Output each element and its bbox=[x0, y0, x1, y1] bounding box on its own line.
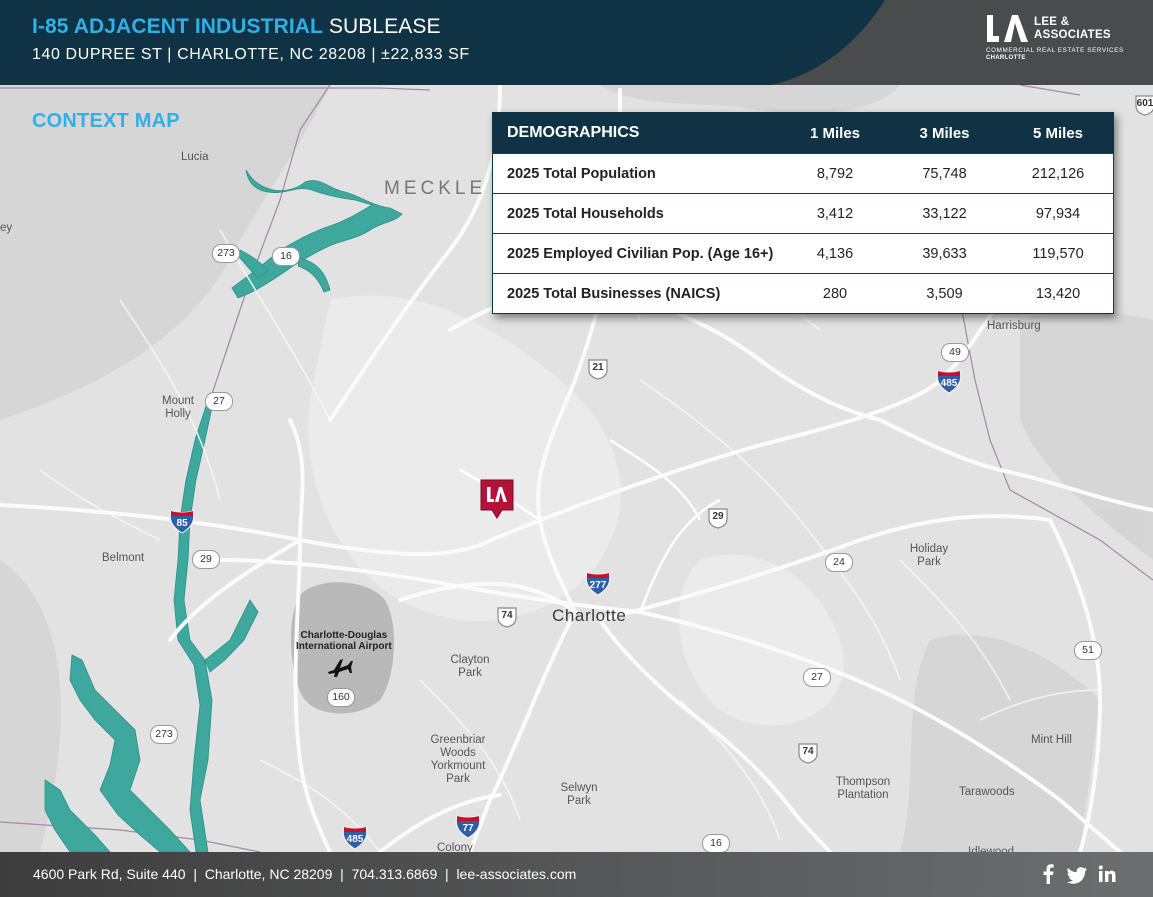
cell-value: 33,122 bbox=[886, 193, 1003, 234]
interstate-shield-85: 85 bbox=[169, 510, 195, 534]
cell-value: 75,748 bbox=[886, 153, 1003, 194]
linkedin-icon[interactable] bbox=[1098, 862, 1116, 886]
context-map-title: CONTEXT MAP bbox=[32, 110, 180, 132]
route-shield-273-south: 273 bbox=[150, 725, 178, 744]
us-route-shield-74-west: 74 bbox=[496, 606, 518, 628]
place-holiday-park: Holiday Park bbox=[909, 543, 949, 568]
cell-value: 119,570 bbox=[1003, 233, 1113, 274]
row-label: 2025 Total Population bbox=[493, 153, 784, 194]
column-header-3-miles: 3 Miles bbox=[886, 113, 1003, 154]
us-route-shield-21: 21 bbox=[587, 358, 609, 380]
route-shield-16-north: 16 bbox=[272, 247, 300, 266]
interstate-shield-485-southwest: 485 bbox=[342, 826, 368, 850]
place-belmont: Belmont bbox=[102, 552, 145, 564]
lee-logo-mark-icon bbox=[987, 15, 1028, 42]
place-mint-hill: Mint Hill bbox=[1031, 734, 1072, 746]
header: I-85 ADJACENT INDUSTRIAL SUBLEASE 140 DU… bbox=[0, 0, 1153, 85]
footer-separator: | bbox=[336, 866, 348, 882]
cell-value: 3,412 bbox=[784, 193, 886, 234]
us-route-shield-601: 601 bbox=[1134, 94, 1153, 116]
interstate-shield-277: 277 bbox=[585, 572, 611, 596]
route-shield-27-west: 27 bbox=[205, 392, 233, 411]
cell-value: 39,633 bbox=[886, 233, 1003, 274]
logo-tagline: COMMERCIAL REAL ESTATE SERVICES bbox=[986, 47, 1124, 54]
row-label: 2025 Employed Civilian Pop. (Age 16+) bbox=[493, 233, 784, 274]
table-row: 2025 Employed Civilian Pop. (Age 16+) 4,… bbox=[493, 233, 1113, 274]
place-harrisburg: Harrisburg bbox=[987, 320, 1041, 332]
facebook-icon[interactable] bbox=[1041, 862, 1055, 886]
county-label: MECKLE bbox=[384, 178, 487, 199]
demographics-header-row: DEMOGRAPHICS 1 Miles 3 Miles 5 Miles bbox=[493, 113, 1113, 154]
route-shield-27-east: 27 bbox=[803, 668, 831, 687]
footer-website[interactable]: lee-associates.com bbox=[456, 866, 577, 882]
place-tarawoods: Tarawoods bbox=[959, 786, 1015, 798]
place-thompson-plantation: Thompson Plantation bbox=[835, 776, 891, 801]
interstate-shield-485-northeast: 485 bbox=[936, 370, 962, 394]
row-label: 2025 Total Households bbox=[493, 193, 784, 234]
cell-value: 13,420 bbox=[1003, 273, 1113, 313]
route-shield-24: 24 bbox=[825, 553, 853, 572]
table-row: 2025 Total Population 8,792 75,748 212,1… bbox=[493, 153, 1113, 194]
footer-contact: 4600 Park Rd, Suite 440 | Charlotte, NC … bbox=[33, 866, 576, 882]
footer-phone[interactable]: 704.313.6869 bbox=[351, 866, 438, 882]
logo-city: CHARLOTTE bbox=[986, 55, 1026, 61]
twitter-icon[interactable] bbox=[1066, 862, 1088, 886]
footer: 4600 Park Rd, Suite 440 | Charlotte, NC … bbox=[0, 852, 1153, 897]
place-lucia: Lucia bbox=[181, 151, 209, 163]
footer-separator: | bbox=[189, 866, 201, 882]
table-row: 2025 Total Businesses (NAICS) 280 3,509 … bbox=[493, 273, 1113, 313]
table-row: 2025 Total Households 3,412 33,122 97,93… bbox=[493, 193, 1113, 234]
property-address: 140 DUPREE ST | CHARLOTTE, NC 28208 | ±2… bbox=[32, 46, 470, 63]
logo-name: LEE & ASSOCIATES bbox=[1034, 16, 1111, 41]
footer-address: 4600 Park Rd, Suite 440 bbox=[33, 866, 186, 882]
us-route-shield-29: 29 bbox=[707, 507, 729, 529]
company-logo[interactable]: LEE & ASSOCIATES COMMERCIAL REAL ESTATE S… bbox=[986, 14, 1126, 66]
interstate-shield-77: 77 bbox=[455, 815, 481, 839]
cell-value: 280 bbox=[784, 273, 886, 313]
airport-area bbox=[290, 582, 395, 714]
route-shield-273-north: 273 bbox=[212, 244, 240, 263]
column-header-5-miles: 5 Miles bbox=[1003, 113, 1113, 154]
page-title: I-85 ADJACENT INDUSTRIAL SUBLEASE bbox=[32, 15, 441, 38]
footer-city: Charlotte, NC 28209 bbox=[204, 866, 333, 882]
airplane-icon bbox=[328, 659, 353, 677]
cell-value: 97,934 bbox=[1003, 193, 1113, 234]
column-header-1-mile: 1 Miles bbox=[784, 113, 886, 154]
route-shield-160: 160 bbox=[327, 688, 355, 707]
cell-value: 8,792 bbox=[784, 153, 886, 194]
city-label-charlotte: Charlotte bbox=[552, 606, 627, 625]
property-pin-icon[interactable] bbox=[478, 478, 516, 520]
route-shield-49: 49 bbox=[941, 343, 969, 362]
place-greenbriar-woods: Greenbriar Woods Yorkmount Park bbox=[430, 734, 486, 785]
row-label: 2025 Total Businesses (NAICS) bbox=[493, 273, 784, 313]
place-mount-holly: Mount Holly bbox=[162, 395, 194, 420]
header-background bbox=[0, 0, 1153, 85]
demographics-table: DEMOGRAPHICS 1 Miles 3 Miles 5 Miles 202… bbox=[492, 112, 1114, 314]
cell-value: 3,509 bbox=[886, 273, 1003, 313]
footer-separator: | bbox=[441, 866, 453, 882]
route-shield-16-south: 16 bbox=[702, 834, 730, 853]
place-colony: Colony bbox=[437, 842, 473, 854]
route-shield-51: 51 bbox=[1074, 641, 1102, 660]
place-clayton-park: Clayton Park bbox=[450, 654, 490, 679]
cell-value: 212,126 bbox=[1003, 153, 1113, 194]
place-selwyn-park: Selwyn Park bbox=[560, 782, 598, 807]
place-partial-left: ey bbox=[0, 222, 13, 234]
route-shield-29-west: 29 bbox=[192, 550, 220, 569]
airport-label: Charlotte-Douglas International Airport bbox=[296, 630, 392, 652]
cell-value: 4,136 bbox=[784, 233, 886, 274]
demographics-title: DEMOGRAPHICS bbox=[493, 113, 784, 154]
us-route-shield-74-east: 74 bbox=[797, 742, 819, 764]
